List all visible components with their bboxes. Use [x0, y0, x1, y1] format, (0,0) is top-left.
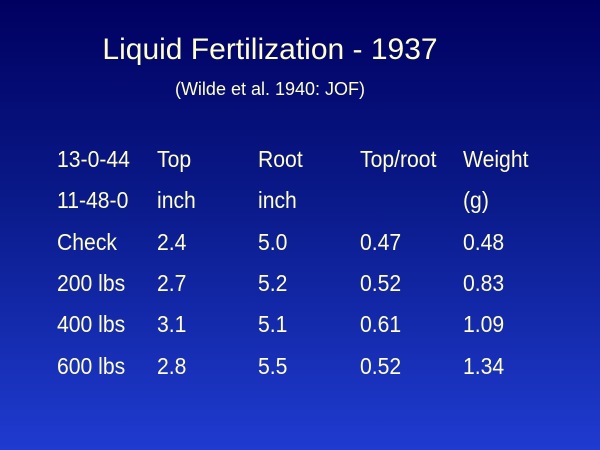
- table-cell: 5.0: [258, 228, 288, 255]
- header-cell: Weight: [463, 146, 529, 172]
- table-cell: 1.34: [463, 352, 505, 379]
- table-cell: Check: [57, 228, 117, 255]
- header-cell: 11-48-0: [57, 187, 129, 214]
- header-cell: 13-0-44: [57, 146, 130, 172]
- header-cell: inch: [258, 187, 297, 214]
- table-cell: 0.61: [360, 311, 402, 338]
- table-cell: 2.7: [157, 269, 187, 296]
- table-cell: 1.09: [463, 311, 505, 338]
- table-cell: 0.52: [360, 352, 402, 379]
- table-cell: 3.1: [157, 311, 187, 338]
- header-cell: (g): [463, 187, 489, 214]
- table-cell: 0.83: [463, 269, 505, 296]
- header-cell: Root: [258, 146, 303, 172]
- header-cell: Top: [157, 146, 192, 172]
- table-cell: 200 lbs: [57, 269, 126, 296]
- table-cell: 2.4: [157, 228, 187, 255]
- table-cell: 5.1: [258, 311, 288, 338]
- table-cell: 0.47: [360, 228, 402, 255]
- table-cell: 0.52: [360, 269, 402, 296]
- table-cell: 2.8: [157, 352, 187, 379]
- table-cell: 0.48: [463, 228, 505, 255]
- table-cell: 600 lbs: [57, 352, 126, 379]
- header-cell: Top/root: [360, 146, 437, 172]
- slide-subtitle: (Wilde et al. 1940: JOF): [174, 79, 366, 99]
- header-cell: inch: [157, 187, 196, 214]
- table-cell: 400 lbs: [57, 311, 126, 338]
- table-cell: 5.2: [258, 269, 288, 296]
- slide-title: Liquid Fertilization - 1937: [102, 33, 438, 66]
- table-cell: 5.5: [258, 352, 288, 379]
